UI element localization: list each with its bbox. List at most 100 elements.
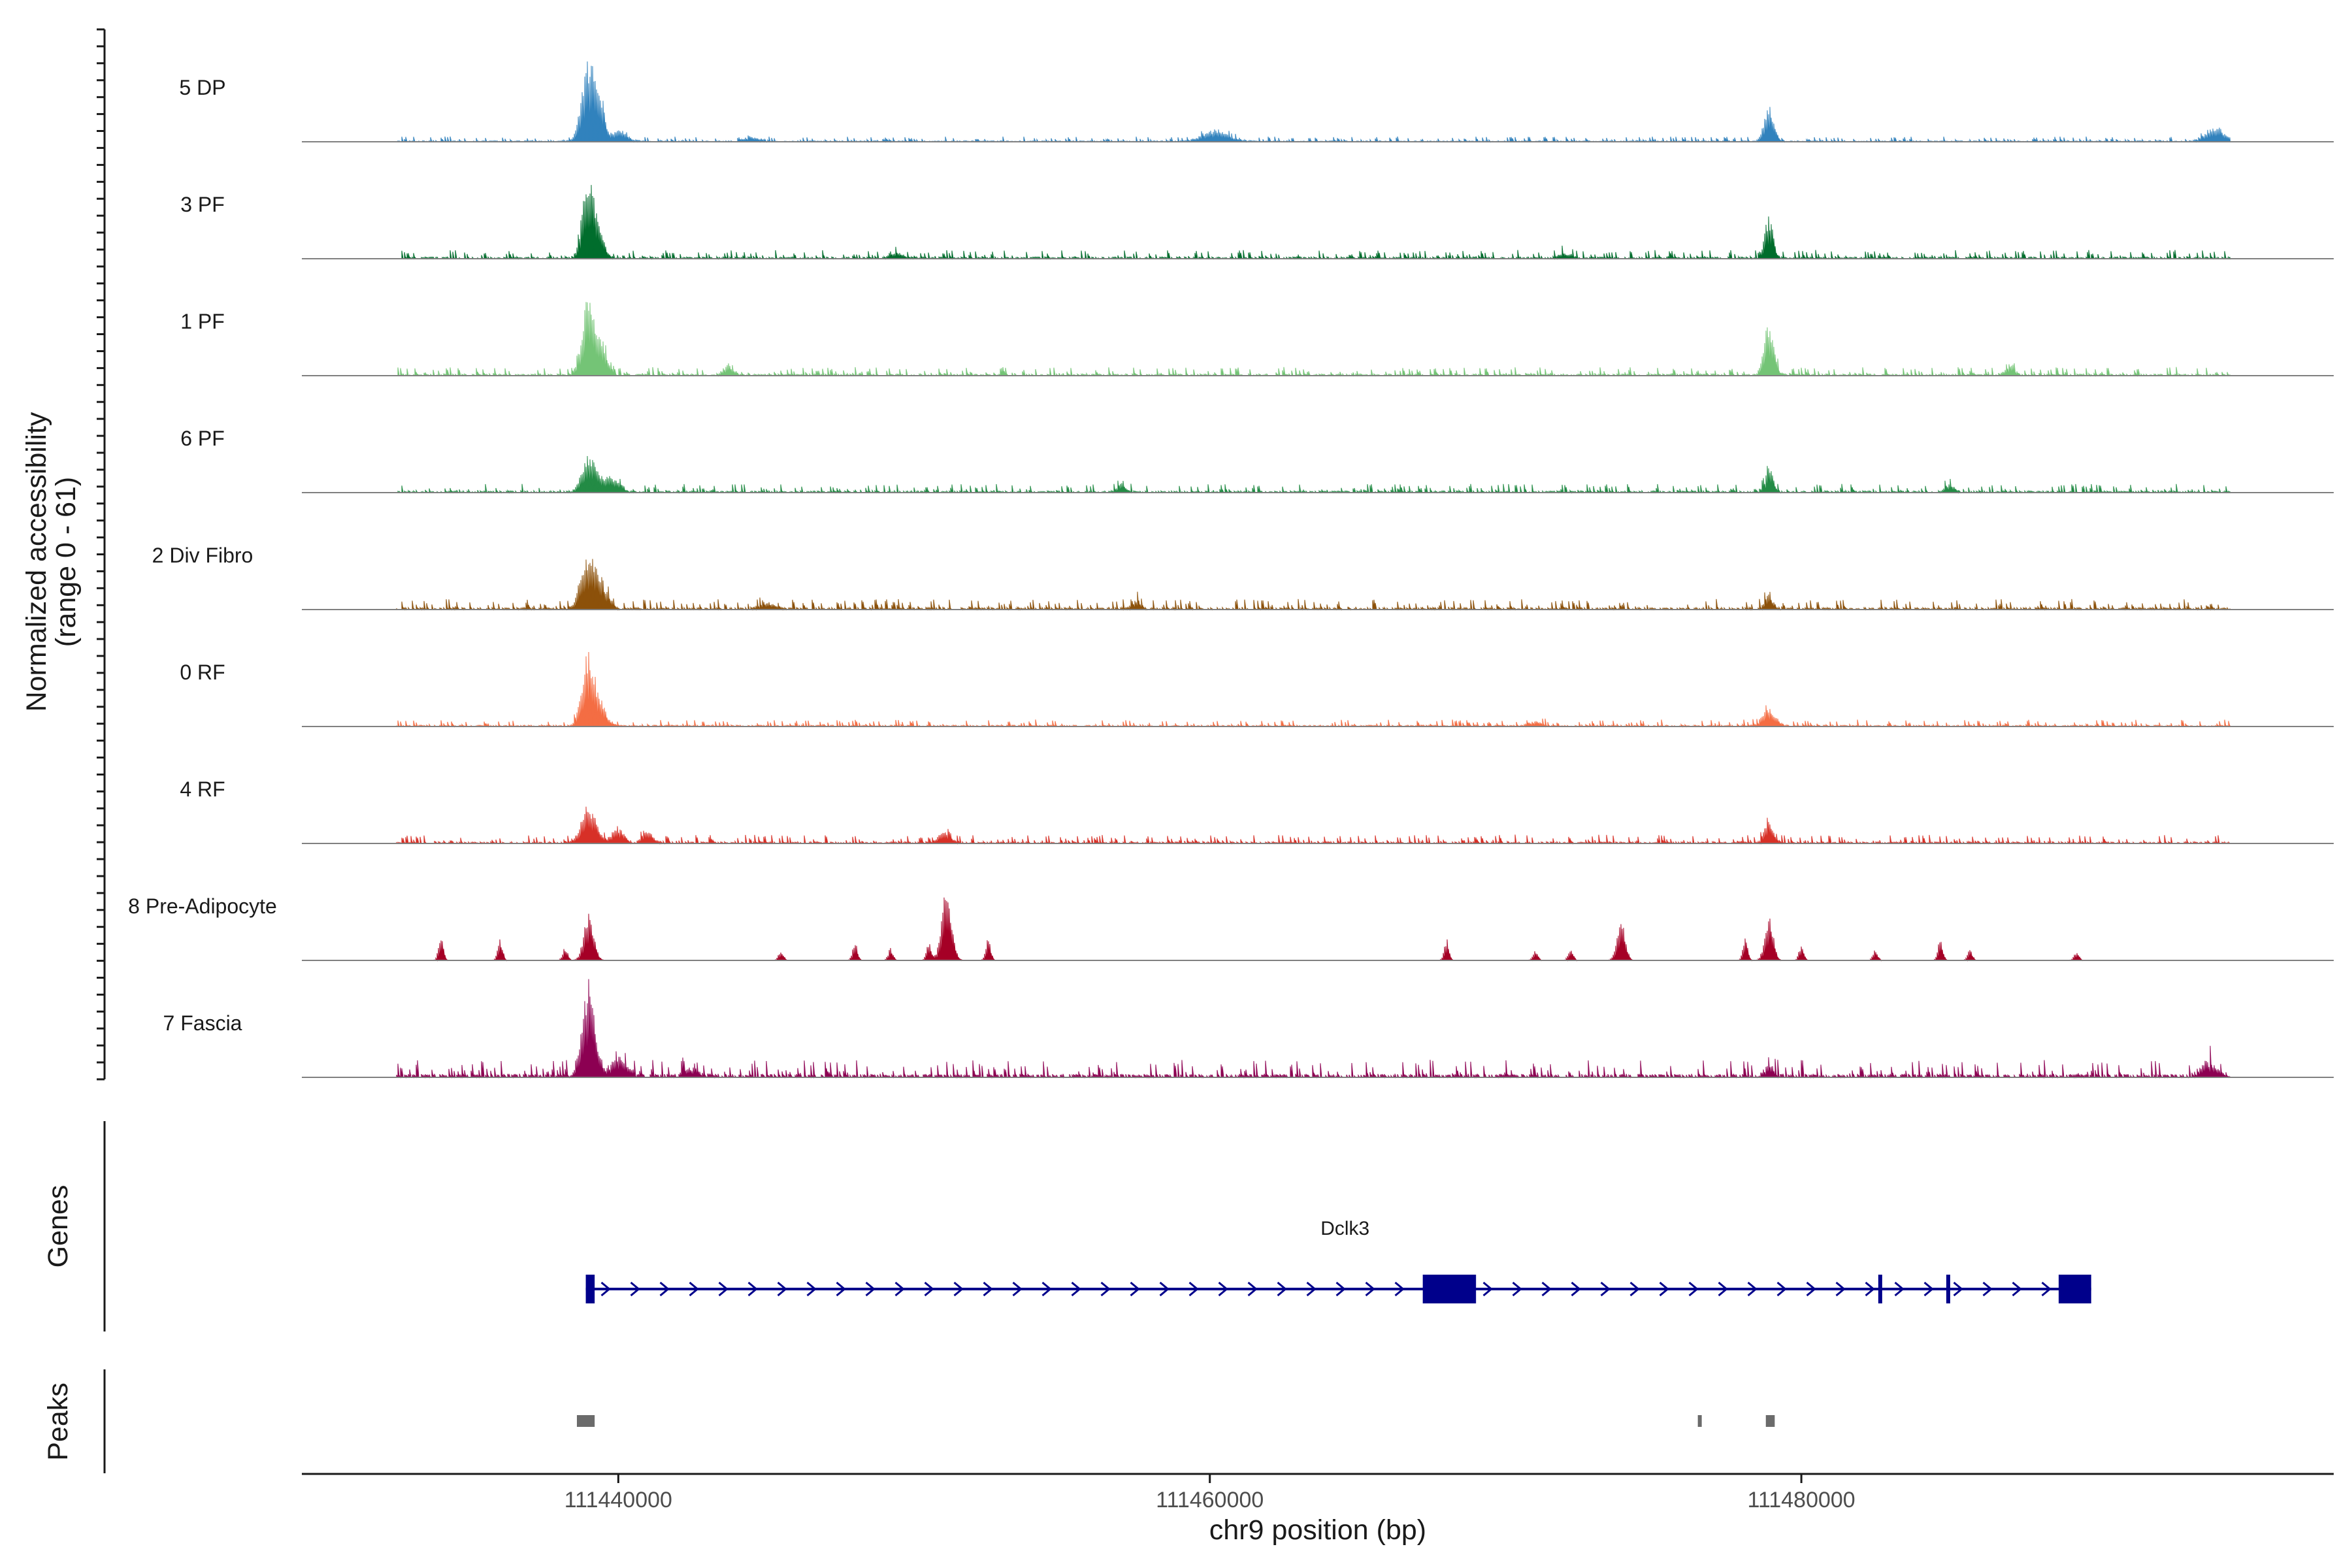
track-0-rf: 0 RF — [180, 651, 2334, 728]
strand-arrow — [1718, 1281, 1728, 1297]
strand-arrow — [630, 1281, 640, 1297]
strand-arrow — [600, 1281, 611, 1297]
strand-arrow — [659, 1281, 670, 1297]
gene-exon — [1946, 1275, 1950, 1303]
strand-arrow — [836, 1281, 846, 1297]
track-2-div-fibro: 2 Div Fibro — [152, 544, 2334, 611]
track-label: 3 PF — [180, 193, 225, 216]
track-label: 7 Fascia — [163, 1011, 242, 1035]
strand-arrow — [806, 1281, 817, 1297]
strand-arrow — [1159, 1281, 1169, 1297]
strand-arrow — [1306, 1281, 1316, 1297]
x-tick-label: 111460000 — [1156, 1488, 1264, 1512]
coverage-area-1-pf — [396, 302, 2231, 377]
peak-region — [1697, 1415, 1702, 1427]
gene-exon — [1422, 1275, 1477, 1303]
coverage-area-6-pf — [396, 455, 2231, 494]
x-axis-title: chr9 position (bp) — [1209, 1514, 1426, 1546]
peak-region — [1765, 1415, 1775, 1427]
strand-arrow — [1571, 1281, 1581, 1297]
strand-arrow — [1894, 1281, 1904, 1297]
track-label: 2 Div Fibro — [152, 544, 253, 567]
coverage-area-7-fascia — [396, 979, 2231, 1079]
strand-arrow — [924, 1281, 934, 1297]
strand-arrow — [1923, 1281, 1934, 1297]
track-label: 6 PF — [180, 427, 225, 450]
track-3-pf: 3 PF — [180, 185, 2334, 260]
strand-arrow — [865, 1281, 875, 1297]
y-axis-subtitle: (range 0 - 61) — [50, 477, 82, 647]
track-8-pre-adipocyte: 8 Pre-Adipocyte — [128, 894, 2334, 962]
strand-arrow — [983, 1281, 993, 1297]
strand-arrow — [1071, 1281, 1081, 1297]
peaks-track: Peaks — [42, 1369, 1775, 1473]
strand-arrow — [1041, 1281, 1052, 1297]
strand-arrow — [2012, 1281, 2022, 1297]
coverage-tracks: 5 DP 3 PF 1 PF 6 PF 2 Div Fibro 0 RF 4 RF 8 Pre… — [128, 61, 2334, 1079]
strand-arrow — [1953, 1281, 1963, 1297]
strand-arrow — [1100, 1281, 1111, 1297]
strand-arrow — [1747, 1281, 1757, 1297]
gene-exon — [1878, 1275, 1882, 1303]
coverage-area-5-dp — [396, 61, 2231, 143]
gene-track-title: Genes — [42, 1185, 74, 1268]
coverage-area-3-pf — [396, 185, 2231, 260]
track-label: 1 PF — [180, 310, 225, 333]
strand-arrow — [2041, 1281, 2051, 1297]
track-label: 0 RF — [180, 661, 225, 684]
track-label: 4 RF — [180, 777, 225, 801]
strand-arrow — [1394, 1281, 1405, 1297]
y-axis — [97, 28, 106, 1081]
peaks-track-title: Peaks — [42, 1382, 74, 1461]
strand-arrow — [1482, 1281, 1493, 1297]
coverage-area-8-pre-adipocyte — [396, 897, 2230, 962]
strand-arrow — [1982, 1281, 1993, 1297]
coverage-area-4-rf — [396, 806, 2230, 845]
gene-track: Genes Dclk3 — [42, 1121, 2091, 1331]
strand-arrow — [777, 1281, 787, 1297]
strand-arrow — [1277, 1281, 1287, 1297]
track-label: 5 DP — [179, 76, 225, 99]
strand-arrow — [1365, 1281, 1375, 1297]
track-7-fascia: 7 Fascia — [163, 979, 2334, 1079]
track-4-rf: 4 RF — [180, 777, 2334, 845]
peak-region — [577, 1415, 595, 1427]
strand-arrow — [718, 1281, 728, 1297]
strand-arrow — [894, 1281, 905, 1297]
x-tick-label: 111440000 — [564, 1488, 672, 1512]
gene-exon — [2059, 1275, 2091, 1303]
strand-arrow — [1600, 1281, 1610, 1297]
gene-exon — [585, 1275, 595, 1303]
gene-label-dclk3: Dclk3 — [1320, 1218, 1369, 1239]
strand-arrow — [1776, 1281, 1787, 1297]
strand-arrow — [1835, 1281, 1846, 1297]
track-label: 8 Pre-Adipocyte — [128, 894, 277, 918]
strand-arrow — [1865, 1281, 1875, 1297]
strand-arrow — [747, 1281, 758, 1297]
strand-arrow — [1806, 1281, 1816, 1297]
strand-arrow — [1218, 1281, 1228, 1297]
strand-arrow — [1541, 1281, 1552, 1297]
strand-arrow — [1335, 1281, 1346, 1297]
strand-arrow — [1012, 1281, 1022, 1297]
strand-arrow — [1188, 1281, 1199, 1297]
x-tick-label: 111480000 — [1748, 1488, 1855, 1512]
strand-arrow — [1512, 1281, 1522, 1297]
peak-regions — [577, 1415, 1775, 1427]
gene-model-dclk3 — [585, 1275, 2091, 1303]
track-6-pf: 6 PF — [180, 427, 2334, 494]
strand-arrow — [1629, 1281, 1640, 1297]
coverage-area-0-rf — [396, 651, 2231, 728]
coverage-area-2-div-fibro — [396, 559, 2231, 611]
strand-arrow — [689, 1281, 699, 1297]
strand-arrow — [1659, 1281, 1669, 1297]
strand-arrow — [1130, 1281, 1140, 1297]
strand-arrow — [1688, 1281, 1699, 1297]
y-axis-title: Normalized accessibility — [21, 412, 52, 711]
x-axis: 111440000 111460000 111480000 chr9 positio… — [302, 1473, 2334, 1546]
strand-arrow — [953, 1281, 964, 1297]
track-5-dp: 5 DP — [179, 61, 2334, 143]
strand-arrow — [1247, 1281, 1258, 1297]
track-1-pf: 1 PF — [180, 302, 2334, 377]
